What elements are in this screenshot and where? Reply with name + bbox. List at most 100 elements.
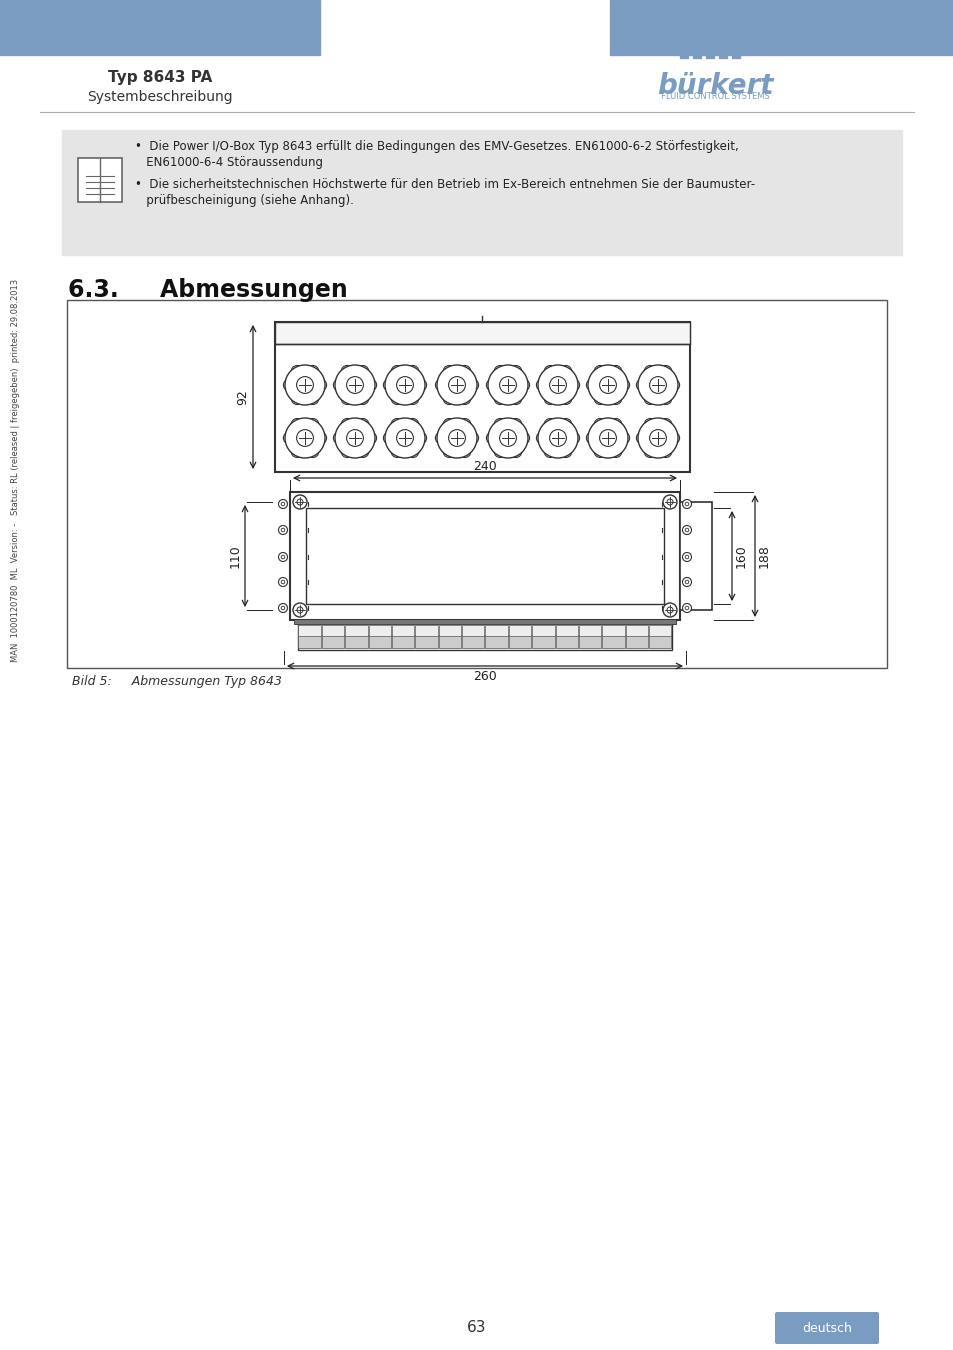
Text: deutsch: deutsch [801, 1322, 851, 1335]
Circle shape [356, 418, 369, 431]
Circle shape [586, 432, 598, 444]
Circle shape [335, 418, 375, 458]
Bar [508, 634, 531, 648]
Text: prüfbescheinigung (siehe Anhang).: prüfbescheinigung (siehe Anhang). [135, 194, 354, 207]
Circle shape [356, 366, 369, 378]
Circle shape [684, 606, 688, 610]
Circle shape [643, 446, 656, 458]
Bar [321, 634, 344, 648]
Bar [298, 625, 320, 636]
Circle shape [609, 366, 621, 378]
Circle shape [281, 555, 285, 559]
Circle shape [594, 446, 605, 458]
Bar [438, 625, 460, 636]
Bar [274, 323, 689, 344]
Text: 6.3.     Abmessungen: 6.3. Abmessungen [68, 278, 348, 302]
Bar [731, 54, 740, 58]
Bar [461, 634, 484, 648]
Circle shape [281, 580, 285, 583]
Bar [601, 625, 624, 636]
Circle shape [391, 393, 403, 405]
Circle shape [638, 418, 678, 458]
Circle shape [341, 418, 353, 431]
Circle shape [609, 446, 621, 458]
Bar [67, 300, 886, 668]
Circle shape [333, 379, 345, 391]
Circle shape [586, 379, 598, 391]
Circle shape [391, 418, 403, 431]
Bar [578, 625, 600, 636]
Circle shape [293, 495, 307, 509]
Circle shape [314, 379, 326, 391]
Circle shape [435, 379, 447, 391]
Circle shape [549, 377, 566, 393]
Text: 188: 188 [758, 544, 770, 568]
Circle shape [341, 366, 353, 378]
Circle shape [681, 525, 691, 535]
Circle shape [659, 418, 671, 431]
Bar [415, 634, 437, 648]
Circle shape [356, 393, 369, 405]
Circle shape [285, 364, 325, 405]
Circle shape [448, 429, 465, 447]
Text: •  Die Power I/O-Box Typ 8643 erfüllt die Bedingungen des EMV-Gesetzes. EN61000-: • Die Power I/O-Box Typ 8643 erfüllt die… [135, 140, 738, 153]
Bar [368, 634, 391, 648]
Bar [485, 625, 507, 636]
Circle shape [443, 446, 455, 458]
Bar [306, 508, 663, 603]
Circle shape [448, 377, 465, 393]
Circle shape [391, 366, 403, 378]
Circle shape [643, 418, 656, 431]
Circle shape [415, 379, 426, 391]
Circle shape [307, 393, 318, 405]
Circle shape [346, 429, 363, 447]
Circle shape [666, 500, 672, 505]
Circle shape [458, 446, 471, 458]
Circle shape [291, 446, 303, 458]
Circle shape [281, 606, 285, 610]
Circle shape [543, 366, 556, 378]
Circle shape [281, 528, 285, 532]
Circle shape [643, 366, 656, 378]
Circle shape [509, 418, 521, 431]
Circle shape [278, 552, 287, 562]
Circle shape [659, 366, 671, 378]
Circle shape [594, 366, 605, 378]
Text: 92: 92 [235, 389, 249, 405]
Bar [345, 625, 367, 636]
Circle shape [617, 379, 629, 391]
Circle shape [278, 500, 287, 509]
Circle shape [281, 502, 285, 506]
Circle shape [283, 379, 295, 391]
Circle shape [636, 432, 648, 444]
Bar [601, 634, 624, 648]
Circle shape [609, 418, 621, 431]
Bar [625, 634, 647, 648]
Circle shape [594, 418, 605, 431]
Bar [719, 54, 726, 58]
Bar [648, 634, 671, 648]
Circle shape [435, 432, 447, 444]
Circle shape [283, 432, 295, 444]
Circle shape [356, 446, 369, 458]
Circle shape [536, 379, 548, 391]
Circle shape [458, 366, 471, 378]
Bar [290, 491, 679, 620]
Bar [609, 0, 953, 55]
Circle shape [486, 379, 497, 391]
Circle shape [587, 364, 627, 405]
Circle shape [333, 432, 345, 444]
Bar [532, 625, 554, 636]
Circle shape [396, 429, 413, 447]
Circle shape [643, 393, 656, 405]
Circle shape [662, 495, 677, 509]
Circle shape [609, 393, 621, 405]
Circle shape [415, 432, 426, 444]
Circle shape [599, 377, 616, 393]
Circle shape [681, 578, 691, 586]
Circle shape [278, 578, 287, 586]
Bar [415, 625, 437, 636]
Circle shape [385, 364, 424, 405]
Circle shape [659, 446, 671, 458]
Circle shape [443, 393, 455, 405]
